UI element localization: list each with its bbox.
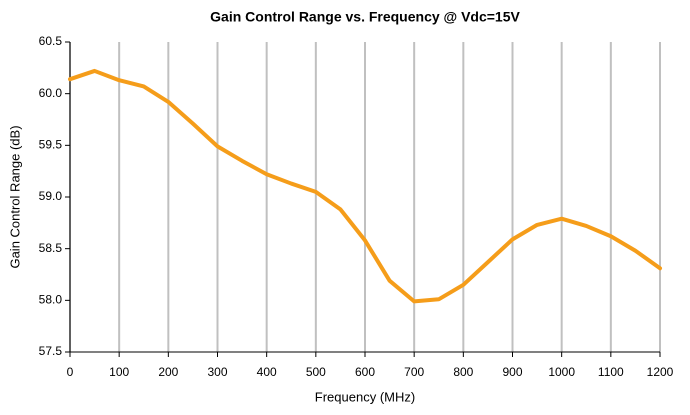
x-tick-label: 1100 [598, 365, 624, 379]
y-tick-label: 60.5 [39, 34, 63, 48]
x-tick-label: 300 [207, 365, 227, 379]
y-axis-title: Gain Control Range (dB) [7, 125, 22, 268]
x-tick-label: 500 [306, 365, 326, 379]
x-tick-label: 200 [158, 365, 178, 379]
x-tick-label: 900 [502, 365, 522, 379]
x-tick-label: 600 [355, 365, 375, 379]
x-tick-label: 400 [257, 365, 277, 379]
x-tick-label: 800 [453, 365, 473, 379]
x-tick-label: 1200 [647, 365, 674, 379]
x-axis-title: Frequency (MHz) [315, 389, 415, 404]
y-tick-label: 57.5 [39, 344, 63, 358]
y-tick-label: 59.5 [39, 138, 63, 152]
x-tick-label: 100 [109, 365, 129, 379]
x-tick-label: 700 [404, 365, 424, 379]
y-tick-label: 60.0 [39, 86, 63, 100]
x-tick-label: 1000 [548, 365, 575, 379]
chart-title: Gain Control Range vs. Frequency @ Vdc=1… [210, 9, 520, 25]
y-tick-label: 59.0 [39, 189, 63, 203]
y-tick-label: 58.0 [39, 293, 63, 307]
y-tick-label: 58.5 [39, 241, 63, 255]
data-line [68, 68, 662, 304]
x-tick-label: 0 [67, 365, 74, 379]
